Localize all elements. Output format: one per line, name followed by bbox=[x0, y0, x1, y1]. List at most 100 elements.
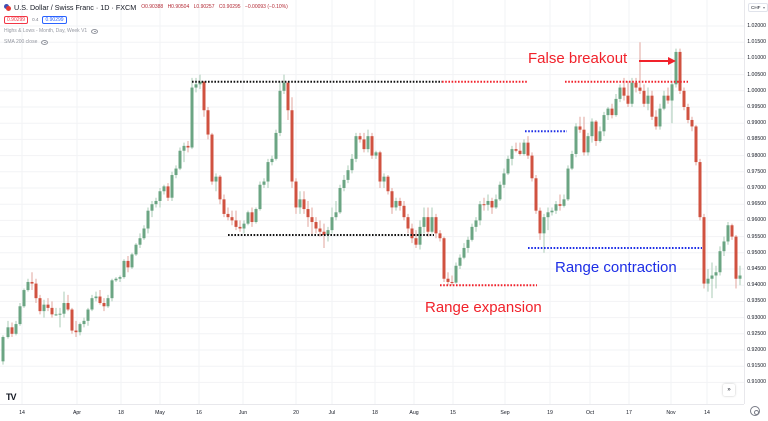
price-tick-label: 1.01000 bbox=[747, 55, 766, 62]
open-value: O0.90388 bbox=[141, 4, 164, 10]
bullish-candle bbox=[18, 306, 22, 325]
bearish-candle bbox=[186, 145, 190, 148]
bullish-candle bbox=[458, 257, 462, 266]
bearish-candle bbox=[622, 87, 626, 96]
time-tick-label: Oct bbox=[585, 410, 595, 416]
bullish-candle bbox=[190, 87, 194, 148]
bearish-candle bbox=[38, 298, 42, 312]
eye-icon[interactable] bbox=[91, 28, 99, 34]
bearish-candle bbox=[682, 90, 686, 107]
time-tick-label: 18 bbox=[118, 410, 124, 416]
bullish-candle bbox=[278, 90, 282, 133]
bullish-candle bbox=[14, 324, 18, 334]
bearish-candle bbox=[642, 90, 646, 104]
bearish-candle bbox=[210, 134, 214, 182]
candlestick-chart[interactable] bbox=[0, 0, 744, 404]
bullish-candle bbox=[246, 212, 250, 224]
bullish-candle bbox=[194, 84, 198, 88]
bearish-candle bbox=[414, 238, 418, 245]
bullish-candle bbox=[146, 210, 150, 229]
bearish-candle bbox=[426, 217, 430, 232]
bearish-candle bbox=[362, 139, 366, 150]
bullish-candle bbox=[154, 200, 158, 205]
bullish-candle bbox=[574, 126, 578, 154]
price-tick-label: 0.92000 bbox=[747, 347, 766, 353]
chart-settings-gear-icon[interactable] bbox=[750, 406, 760, 416]
bearish-candle bbox=[306, 209, 310, 218]
chart-plot-area[interactable]: U.S. Dollar / Swiss Franc · 1D · FXCM O0… bbox=[0, 0, 744, 404]
bullish-candle bbox=[570, 153, 574, 169]
bullish-candle bbox=[262, 181, 266, 185]
bullish-candle bbox=[546, 212, 550, 218]
bullish-candle bbox=[150, 204, 154, 211]
bearish-candle bbox=[166, 186, 170, 198]
sell-price-button[interactable]: 0.90299 bbox=[4, 15, 29, 24]
bullish-candle bbox=[182, 145, 186, 151]
bearish-candle bbox=[694, 126, 698, 163]
time-tick-label: Nov bbox=[666, 410, 676, 416]
bullish-candle bbox=[342, 179, 346, 188]
time-axis[interactable]: 14 Apr 18 May 16 Jun 20 Jul 18 Aug 15 Sep 19 Oct 17 Nov… bbox=[0, 404, 744, 421]
bullish-candle bbox=[738, 275, 742, 279]
price-tick-label: 1.00000 bbox=[747, 87, 766, 94]
symbol-title[interactable]: U.S. Dollar / Swiss Franc · 1D · FXCM bbox=[14, 2, 137, 12]
price-axis[interactable]: CHF ▾ 1.02000 1.01500 1.01000 1.00500 1.0000… bbox=[744, 0, 768, 404]
bearish-candle bbox=[318, 228, 322, 232]
buy-price-button[interactable]: 0.90299 bbox=[42, 15, 67, 24]
eye-icon[interactable] bbox=[41, 39, 49, 45]
bearish-candle bbox=[314, 222, 318, 229]
bearish-candle bbox=[74, 330, 78, 333]
ohlc-values: O0.90388 H0.90504 L0.90257 C0.90295 −0.0… bbox=[141, 4, 291, 10]
bullish-candle bbox=[658, 108, 662, 127]
bullish-candle bbox=[114, 278, 118, 281]
range-contraction-annotation: Range contraction bbox=[555, 259, 677, 276]
bearish-candle bbox=[442, 238, 446, 279]
bullish-candle bbox=[598, 131, 602, 142]
bearish-candle bbox=[450, 281, 454, 283]
time-tick-label: May bbox=[155, 410, 165, 416]
bearish-candle bbox=[226, 213, 230, 218]
bearish-candle bbox=[406, 217, 410, 229]
price-tick-label: 0.94500 bbox=[747, 266, 766, 272]
bearish-candle bbox=[410, 228, 414, 239]
chart-legend: U.S. Dollar / Swiss Franc · 1D · FXCM O0… bbox=[4, 2, 291, 46]
bearish-candle bbox=[206, 110, 210, 135]
bearish-candle bbox=[386, 176, 390, 192]
currency-selector[interactable]: CHF ▾ bbox=[748, 3, 768, 12]
bullish-candle bbox=[258, 184, 262, 210]
bullish-candle bbox=[714, 272, 718, 276]
time-tick-label: 19 bbox=[547, 410, 553, 416]
close-value: C0.90295 bbox=[218, 4, 241, 10]
bearish-candle bbox=[578, 126, 582, 130]
tradingview-logo[interactable]: TV bbox=[6, 392, 16, 402]
bullish-candle bbox=[562, 199, 566, 206]
bid-ask-row: 0.90299 0.4 0.90299 bbox=[4, 15, 291, 24]
indicator-sma-200[interactable]: SMA 200 close bbox=[4, 38, 291, 46]
bearish-candle bbox=[526, 142, 530, 156]
indicator-highs-lows[interactable]: Highs & Lows - Month, Day, Week V1 bbox=[4, 27, 291, 35]
scroll-to-realtime-button[interactable]: » bbox=[723, 384, 735, 396]
bullish-candle bbox=[266, 162, 270, 182]
bullish-candle bbox=[130, 254, 134, 268]
bullish-candle bbox=[466, 239, 470, 248]
bullish-candle bbox=[542, 217, 546, 234]
chevron-down-icon: ▾ bbox=[762, 5, 765, 10]
bearish-candle bbox=[434, 217, 438, 234]
bearish-candle bbox=[398, 200, 402, 206]
bearish-candle bbox=[30, 281, 34, 284]
bullish-candle bbox=[726, 225, 730, 242]
symbol-row: U.S. Dollar / Swiss Franc · 1D · FXCM O0… bbox=[4, 2, 291, 12]
bullish-candle bbox=[474, 220, 478, 227]
bullish-candle bbox=[94, 296, 98, 299]
bearish-candle bbox=[686, 107, 690, 120]
bullish-candle bbox=[170, 175, 174, 198]
price-tick-label: 0.96000 bbox=[747, 217, 766, 224]
bullish-candle bbox=[282, 82, 286, 91]
range-contraction-label: Range contraction bbox=[555, 259, 677, 276]
bearish-candle bbox=[290, 110, 294, 182]
bullish-candle bbox=[366, 136, 370, 150]
bullish-candle bbox=[522, 142, 526, 154]
bullish-candle bbox=[54, 314, 58, 316]
bullish-candle bbox=[710, 275, 714, 279]
bullish-candle bbox=[174, 168, 178, 176]
